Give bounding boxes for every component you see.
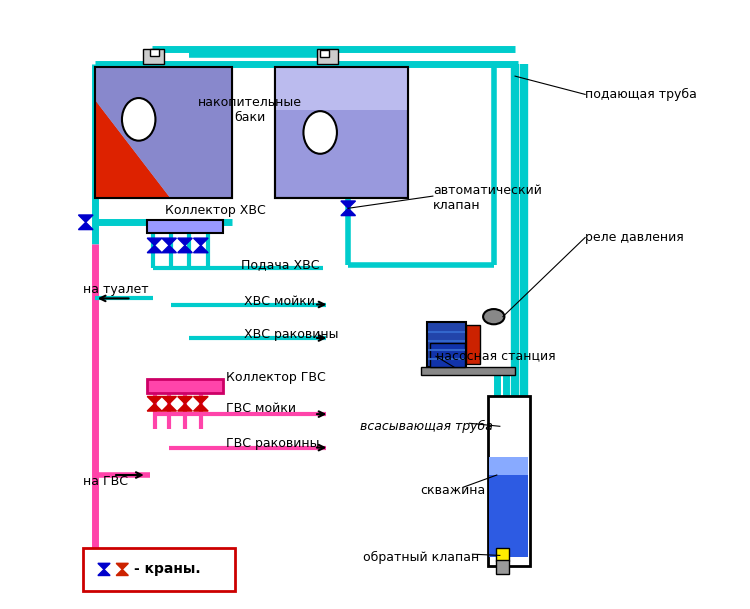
- Polygon shape: [194, 396, 208, 404]
- Text: ГВС раковины: ГВС раковины: [226, 437, 320, 450]
- Polygon shape: [147, 245, 162, 253]
- Polygon shape: [98, 563, 110, 569]
- Bar: [142, 49, 164, 64]
- Polygon shape: [178, 396, 192, 404]
- Polygon shape: [162, 245, 176, 253]
- Polygon shape: [79, 215, 93, 222]
- Bar: [496, 560, 509, 574]
- Text: на туалет: на туалет: [82, 283, 148, 296]
- Polygon shape: [162, 238, 176, 245]
- Bar: [274, 67, 409, 110]
- Bar: [490, 457, 529, 557]
- Bar: [150, 49, 159, 56]
- Text: всасывающая труба: всасывающая труба: [360, 420, 493, 433]
- Bar: [147, 220, 223, 233]
- Text: подающая труба: подающая труба: [585, 88, 697, 101]
- Text: накопительные
баки: накопительные баки: [198, 96, 302, 124]
- Text: Коллектор ГВС: Коллектор ГВС: [226, 371, 326, 384]
- Ellipse shape: [304, 111, 337, 153]
- Bar: [274, 67, 409, 198]
- Ellipse shape: [483, 309, 505, 324]
- Text: ХВС мойки: ХВС мойки: [244, 295, 315, 308]
- Polygon shape: [98, 569, 110, 576]
- Text: ГВС мойки: ГВС мойки: [226, 401, 296, 415]
- Polygon shape: [178, 238, 192, 245]
- Polygon shape: [94, 100, 170, 198]
- Polygon shape: [162, 396, 176, 404]
- Bar: [320, 50, 329, 57]
- Polygon shape: [116, 569, 128, 576]
- Text: ХВС раковины: ХВС раковины: [244, 328, 338, 342]
- Bar: [490, 457, 529, 475]
- Bar: [488, 396, 530, 566]
- Ellipse shape: [122, 98, 155, 141]
- Bar: [466, 325, 480, 364]
- Polygon shape: [194, 404, 208, 411]
- Polygon shape: [147, 404, 162, 411]
- Text: автоматический
клапан: автоматический клапан: [433, 184, 542, 212]
- Bar: [82, 548, 235, 591]
- Polygon shape: [147, 238, 162, 245]
- Polygon shape: [178, 404, 192, 411]
- Bar: [490, 457, 529, 557]
- Polygon shape: [94, 67, 232, 198]
- Text: на ГВС: на ГВС: [82, 474, 128, 488]
- Polygon shape: [194, 245, 208, 253]
- Text: насосная станция: насосная станция: [436, 350, 556, 363]
- Text: скважина: скважина: [421, 484, 486, 497]
- Bar: [147, 379, 223, 393]
- Text: обратный клапан: обратный клапан: [363, 551, 479, 564]
- Polygon shape: [147, 396, 162, 404]
- Polygon shape: [178, 245, 192, 253]
- Polygon shape: [116, 563, 128, 569]
- Bar: [94, 67, 232, 198]
- Bar: [421, 367, 515, 375]
- Bar: [274, 67, 409, 198]
- Bar: [94, 67, 232, 198]
- Polygon shape: [194, 238, 208, 245]
- Bar: [430, 343, 465, 367]
- Polygon shape: [341, 201, 356, 208]
- Bar: [317, 49, 338, 64]
- Polygon shape: [162, 404, 176, 411]
- Text: - краны.: - краны.: [134, 563, 201, 576]
- Text: реле давления: реле давления: [585, 231, 684, 244]
- Polygon shape: [341, 208, 356, 216]
- Bar: [496, 548, 509, 561]
- Polygon shape: [79, 222, 93, 230]
- Text: Коллектор ХВС: Коллектор ХВС: [165, 203, 266, 217]
- Text: Подача ХВС: Подача ХВС: [241, 258, 320, 272]
- Bar: [427, 322, 466, 367]
